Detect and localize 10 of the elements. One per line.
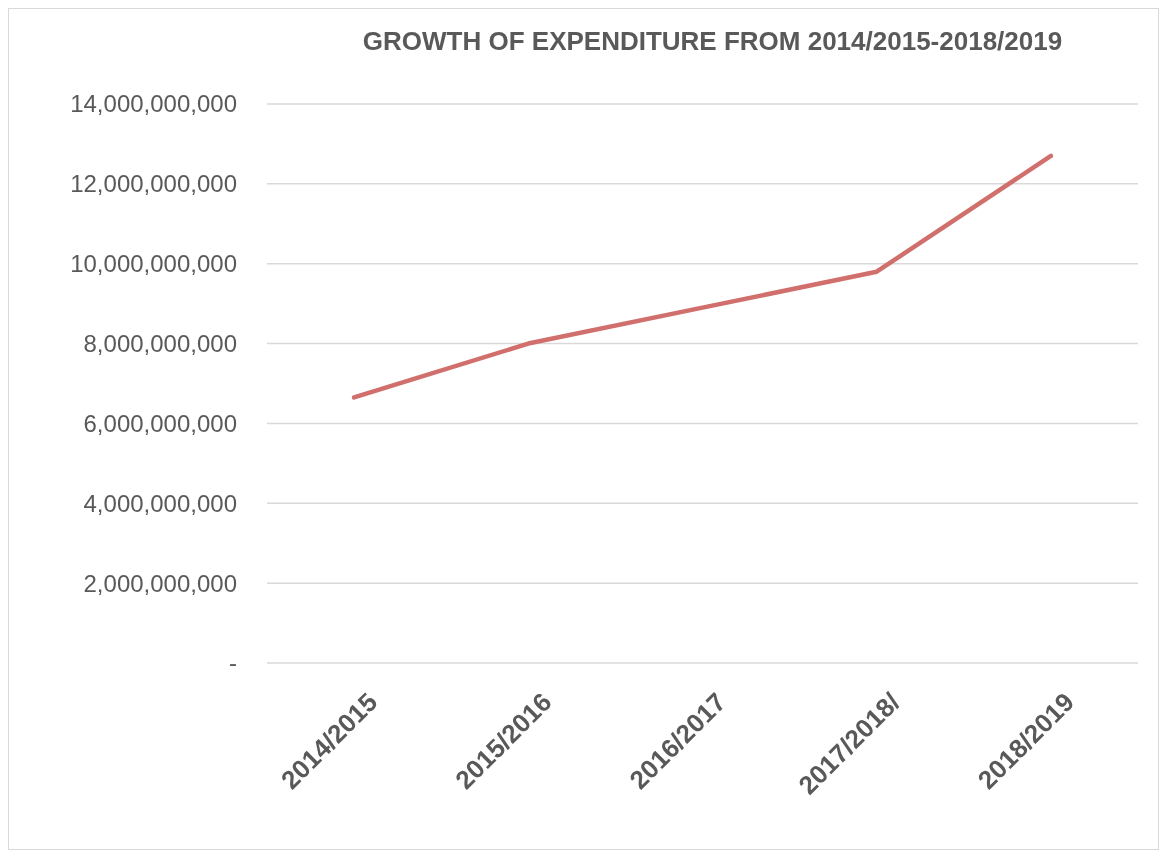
y-tick-label: 4,000,000,000: [83, 489, 237, 517]
y-tick-label: -: [229, 649, 237, 677]
y-tick-label: 6,000,000,000: [83, 409, 237, 437]
y-tick-label: 10,000,000,000: [70, 250, 237, 278]
chart-title: GROWTH OF EXPENDITURE FROM 2014/2015-2018/2019: [362, 26, 1063, 56]
y-tick-label: 12,000,000,000: [70, 170, 237, 198]
y-tick-label: 14,000,000,000: [70, 90, 237, 118]
line-series: [351, 153, 1054, 400]
y-tick-label: 8,000,000,000: [83, 329, 237, 357]
y-tick-label: 2,000,000,000: [83, 569, 237, 597]
